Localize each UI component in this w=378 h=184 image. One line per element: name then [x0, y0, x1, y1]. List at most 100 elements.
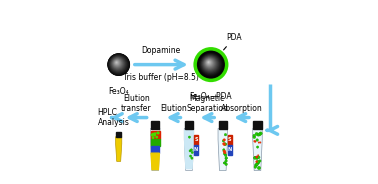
Circle shape — [223, 162, 225, 164]
Circle shape — [111, 57, 124, 70]
Circle shape — [189, 155, 192, 157]
Circle shape — [253, 136, 256, 139]
Circle shape — [223, 151, 225, 152]
Circle shape — [204, 58, 215, 69]
Circle shape — [110, 56, 125, 71]
Text: Absorption: Absorption — [221, 104, 262, 113]
Circle shape — [111, 57, 125, 71]
Text: S: S — [194, 137, 198, 142]
Text: Elution: Elution — [160, 104, 187, 113]
Circle shape — [223, 139, 225, 141]
Circle shape — [194, 47, 228, 82]
Circle shape — [109, 55, 127, 73]
Polygon shape — [151, 131, 160, 139]
Circle shape — [200, 54, 221, 75]
Circle shape — [113, 59, 121, 67]
Circle shape — [112, 58, 123, 69]
Circle shape — [205, 59, 214, 67]
Bar — [194, 135, 198, 145]
Polygon shape — [218, 128, 228, 171]
Bar — [194, 145, 198, 155]
Circle shape — [115, 60, 119, 65]
Circle shape — [206, 60, 212, 66]
Circle shape — [206, 60, 212, 66]
Circle shape — [259, 142, 261, 143]
Circle shape — [199, 53, 222, 76]
Circle shape — [224, 144, 225, 145]
Text: Dopamine: Dopamine — [142, 46, 181, 55]
Circle shape — [206, 59, 213, 67]
Circle shape — [256, 157, 259, 160]
Circle shape — [204, 58, 214, 68]
Bar — [185, 121, 193, 128]
Circle shape — [225, 154, 227, 157]
Circle shape — [112, 58, 123, 69]
Circle shape — [203, 57, 216, 70]
Circle shape — [223, 150, 225, 152]
Polygon shape — [116, 137, 122, 161]
Circle shape — [259, 160, 261, 162]
Circle shape — [257, 166, 260, 170]
Polygon shape — [185, 130, 193, 169]
Circle shape — [191, 157, 193, 159]
Circle shape — [256, 160, 259, 164]
Bar — [116, 132, 121, 137]
Circle shape — [116, 62, 117, 63]
Circle shape — [257, 162, 259, 164]
Circle shape — [197, 51, 225, 79]
Circle shape — [205, 59, 213, 67]
Circle shape — [255, 132, 258, 135]
Circle shape — [205, 59, 214, 68]
Circle shape — [112, 58, 122, 68]
Circle shape — [203, 57, 216, 70]
Circle shape — [108, 54, 128, 74]
Circle shape — [199, 52, 223, 77]
Circle shape — [202, 55, 218, 72]
Text: Fe₃O₄: Fe₃O₄ — [108, 87, 129, 96]
Text: Fe₃O₄−PDA: Fe₃O₄−PDA — [190, 92, 232, 101]
Bar — [228, 135, 232, 145]
Circle shape — [208, 61, 209, 63]
Circle shape — [201, 55, 219, 72]
Text: Elution
transfer: Elution transfer — [121, 94, 152, 113]
Circle shape — [115, 61, 119, 65]
Circle shape — [207, 61, 210, 64]
Circle shape — [113, 59, 121, 67]
Circle shape — [154, 133, 156, 134]
Circle shape — [207, 61, 211, 64]
Circle shape — [223, 149, 225, 151]
Text: HPLC
Analysis: HPLC Analysis — [98, 108, 130, 127]
Circle shape — [108, 54, 129, 75]
Circle shape — [202, 56, 218, 72]
Circle shape — [223, 152, 226, 155]
Text: S: S — [228, 137, 232, 142]
Circle shape — [199, 53, 223, 76]
Circle shape — [114, 60, 121, 66]
Bar — [228, 145, 232, 155]
Circle shape — [225, 163, 228, 166]
Circle shape — [224, 133, 227, 136]
Circle shape — [257, 134, 259, 136]
Text: N: N — [194, 148, 198, 153]
Circle shape — [201, 55, 219, 73]
Circle shape — [109, 55, 128, 74]
Circle shape — [257, 155, 259, 156]
Circle shape — [116, 62, 117, 63]
Circle shape — [113, 59, 121, 67]
Circle shape — [116, 62, 117, 63]
Circle shape — [202, 56, 218, 71]
Circle shape — [113, 58, 122, 68]
Circle shape — [258, 133, 261, 136]
Circle shape — [116, 62, 118, 63]
Circle shape — [114, 60, 120, 66]
Circle shape — [151, 134, 153, 136]
Circle shape — [223, 143, 226, 145]
Circle shape — [253, 134, 256, 137]
Circle shape — [207, 61, 211, 65]
Circle shape — [256, 163, 259, 166]
Circle shape — [255, 141, 256, 142]
Circle shape — [110, 56, 126, 72]
Polygon shape — [253, 128, 262, 171]
Circle shape — [201, 55, 219, 73]
Circle shape — [111, 57, 124, 70]
